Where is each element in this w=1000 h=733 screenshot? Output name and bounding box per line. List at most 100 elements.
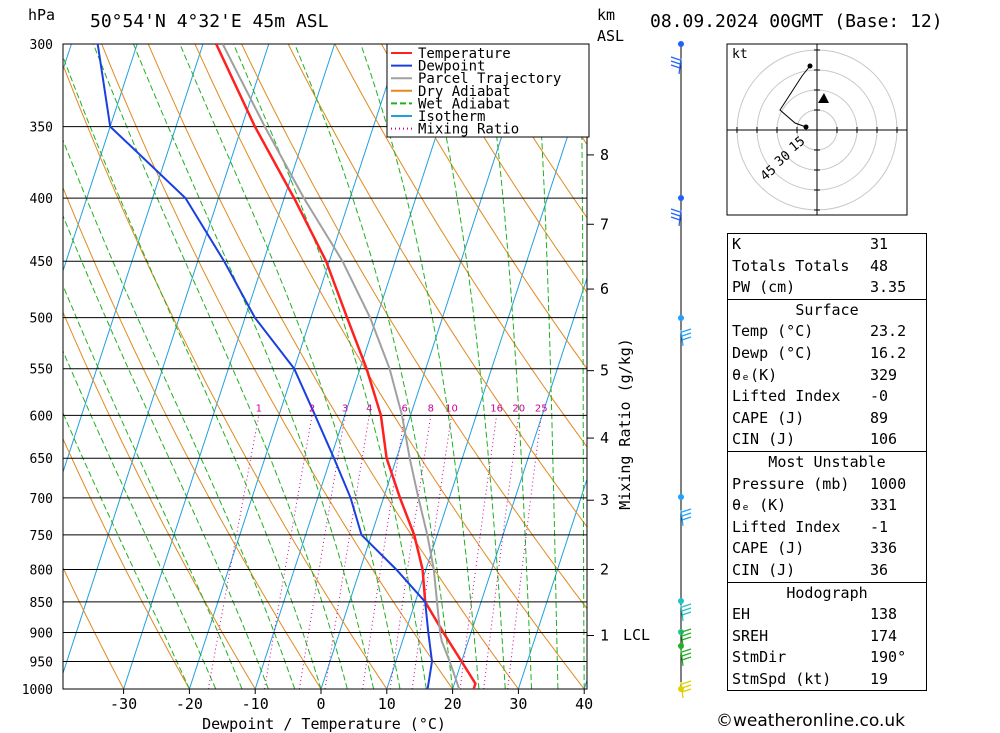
isotherm-line: [320, 44, 533, 689]
wind-barb-flag: [670, 212, 681, 217]
plot-frame: [62, 43, 588, 690]
wind-barb-flag: [681, 603, 692, 608]
dry-adiabat-line: [334, 44, 587, 448]
pressure-tick-label: 500: [30, 312, 53, 327]
wind-barb-flag: [670, 208, 681, 213]
wind-barb-flag: [681, 632, 692, 637]
mixing-ratio-label: 25: [535, 403, 548, 414]
sreh-row: SREH 174: [732, 626, 898, 645]
wet-adiabat-line: [484, 44, 533, 689]
wind-barb: [680, 681, 684, 699]
x-axis-title: Dewpoint / Temperature (°C): [202, 715, 446, 733]
mixing-ratio-label: 4: [366, 403, 372, 414]
isotherm-line: [0, 44, 6, 689]
km-tick-label: 5: [600, 362, 609, 380]
wind-level-dot: [678, 494, 684, 500]
x-tick-label: 40: [575, 695, 593, 713]
legend-label: Wet Adiabat: [418, 96, 511, 112]
isotherm-line: [517, 477, 587, 689]
mixing-ratio-label: 6: [402, 403, 408, 414]
stmspd-row: StmSpd (kt) 19: [732, 669, 889, 688]
pressure-tick-label: 300: [30, 38, 53, 53]
km-tick-label: 1: [600, 627, 609, 645]
pressure-tick-label: 350: [30, 121, 53, 136]
wind-barb-flag: [681, 636, 692, 641]
wind-level-dot: [678, 195, 684, 201]
pressure-tick-label: 600: [30, 409, 53, 424]
wind-barb-flag: [681, 656, 692, 661]
wind-barb-flag: [681, 684, 692, 689]
mu-pressure-row: Pressure (mb) 1000: [732, 474, 907, 493]
isobar-lines: [62, 43, 588, 690]
copyright-footer: ©weatheronline.co.uk: [716, 711, 906, 731]
wind-barb-flag: [681, 628, 692, 633]
pressure-tick-label: 550: [30, 363, 53, 378]
wind-barb-flag: [681, 336, 692, 341]
mixing-ratio-label: 16: [490, 403, 503, 414]
mu-cape-row: CAPE (J) 336: [732, 539, 898, 558]
hodograph-section: Hodograph EH 138 SREH 174 StmDir 190° StmSp…: [727, 582, 927, 692]
mixing-ratio-label: 10: [445, 403, 458, 414]
wind-barb-flag: [670, 64, 681, 69]
height-km-axis: 8 7 6 5 4 3 2 1: [587, 146, 609, 645]
wind-barb-flag: [681, 332, 692, 337]
wind-barb-flag: [670, 60, 681, 65]
wind-barb: [680, 649, 684, 667]
wet-adiabat-line: [92, 44, 348, 689]
wind-level-dot: [678, 41, 684, 47]
x-tick-label: -20: [176, 695, 203, 713]
wind-barb: [680, 509, 684, 527]
isotherm-line: [452, 276, 587, 689]
sounding-profiles: [96, 44, 477, 689]
dry-adiabat-line: [381, 44, 587, 370]
stmdir-row: StmDir 190°: [732, 648, 907, 667]
wet-adiabat-line: [63, 411, 190, 689]
km-tick-label: 6: [600, 280, 609, 298]
wet-adiabat-line: [294, 44, 454, 689]
k-index-row: K 31: [732, 235, 889, 253]
mixing-ratio-label: 1: [256, 403, 262, 414]
pressure-tick-label: 400: [30, 192, 53, 207]
dry-adiabat-line: [941, 44, 1000, 689]
wind-barb-flag: [681, 607, 692, 612]
km-tick-label: 7: [600, 215, 609, 233]
pressure-tick-label: 950: [30, 656, 53, 671]
x-tick-label: 10: [378, 695, 396, 713]
wind-level-dot: [678, 598, 684, 604]
hodograph-start-dot: [803, 124, 809, 130]
profile-dewpoint: [96, 44, 434, 689]
basic-indices: K 31 Totals Totals 48 PW (cm) 3.35: [727, 233, 927, 300]
wind-barb-flag: [670, 216, 681, 221]
pw-row: PW (cm) 3.35: [732, 278, 907, 297]
mixing-ratio-label: 8: [428, 403, 434, 414]
x-tick-label: 0: [316, 695, 325, 713]
dry-adiabat-line: [63, 437, 190, 689]
x-tick-label: -10: [242, 695, 269, 713]
surface-theta-row: θₑ(K) 329: [732, 365, 898, 384]
wind-barb: [678, 57, 682, 75]
isotherm-line: [386, 75, 587, 689]
mixing-ratio-line: [298, 415, 346, 689]
wind-barb: [680, 329, 684, 347]
most-unstable-title: Most Unstable: [768, 452, 886, 471]
sounding-datetime: 08.09.2024 00GMT (Base: 12): [650, 11, 943, 32]
hodograph-trace: [779, 65, 811, 128]
wet-adiabat-line: [580, 44, 585, 689]
mu-theta-row: θₑ (K) 331: [732, 496, 898, 515]
pressure-tick-label: 700: [30, 492, 53, 507]
isotherm-line: [63, 44, 270, 675]
wind-barb-flag: [681, 680, 692, 685]
dry-adiabat-line: [147, 44, 519, 689]
isotherm-line: [188, 44, 401, 689]
mixing-ratio-line: [207, 415, 260, 689]
dry-adiabat-line: [63, 566, 125, 689]
wet-adiabat-line: [360, 44, 480, 689]
hodograph-kt-label: kt: [732, 47, 748, 62]
wind-barb-flag: [681, 512, 692, 517]
mixing-ratio-label: 20: [512, 403, 525, 414]
km-tick-label: 4: [600, 429, 609, 447]
wind-barb-flag: [681, 508, 692, 513]
